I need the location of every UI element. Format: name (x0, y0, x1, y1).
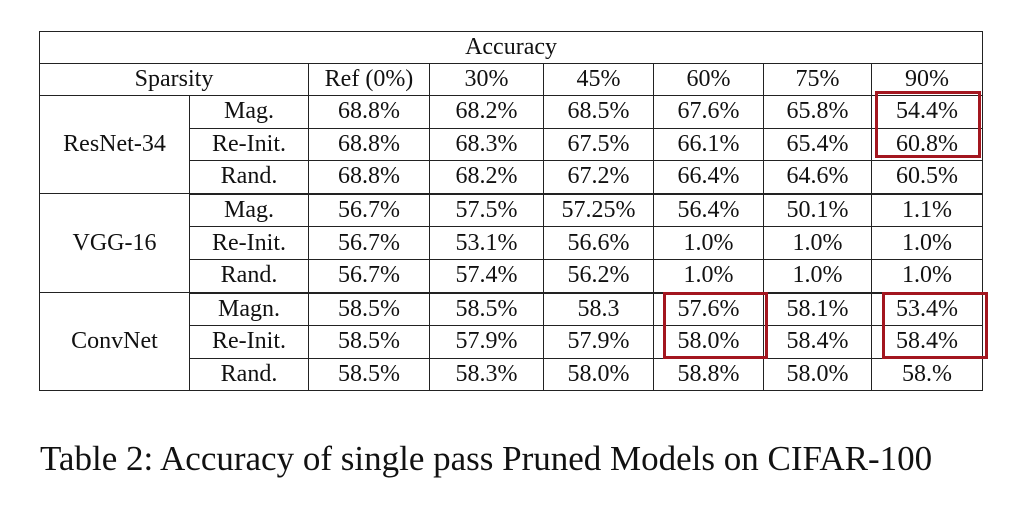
table-cell: 1.0% (870, 226, 984, 260)
table-cell: 58.4% (870, 325, 984, 359)
table-cell: 68.8% (308, 127, 430, 162)
column-header: Ref (0%) (308, 63, 430, 96)
table-cell: 58.5% (429, 292, 544, 327)
column-header: 30% (429, 63, 544, 96)
table-cell: 1.0% (763, 226, 872, 260)
table-cell: 58.5% (308, 292, 430, 327)
table-cell: 58.4% (763, 325, 872, 359)
table-cell: 1.0% (763, 258, 872, 294)
table-cell: 58.0% (543, 357, 654, 392)
table-cell: 56.6% (543, 226, 654, 260)
table-cell: 57.25% (543, 193, 654, 228)
column-header: 45% (543, 63, 654, 96)
method-name: Re-Init. (189, 127, 309, 162)
column-header: 60% (653, 63, 764, 96)
model-name: VGG-16 (39, 193, 190, 294)
table-cell: 60.5% (870, 160, 984, 195)
table-cell: 58.5% (308, 325, 430, 359)
table-cell: 1.0% (870, 258, 984, 294)
table-cell: 58.0% (653, 325, 764, 359)
table-cell: 58.1% (763, 292, 872, 327)
table-cell: 53.1% (429, 226, 544, 260)
table-cell: 68.2% (429, 160, 544, 195)
model-name: ConvNet (39, 292, 190, 392)
table-cell: 58.3% (429, 357, 544, 392)
table-cell: 54.4% (870, 95, 984, 129)
table-cell: 56.2% (543, 258, 654, 294)
method-name: Mag. (189, 193, 309, 228)
table-cell: 68.3% (429, 127, 544, 162)
table-cell: 57.4% (429, 258, 544, 294)
table-cell: 65.4% (763, 127, 872, 162)
table-cell: 53.4% (870, 292, 984, 327)
table-cell: 56.7% (308, 193, 430, 228)
table-cell: 57.9% (543, 325, 654, 359)
table-cell: 68.8% (308, 160, 430, 195)
table-cell: 56.4% (653, 193, 764, 228)
table-title: Accuracy (38, 31, 984, 64)
table-cell: 58.0% (763, 357, 872, 392)
table-cell: 65.8% (763, 95, 872, 129)
table-cell: 68.8% (308, 95, 430, 129)
table-row: VGG-16 Mag. 56.7% 57.5% 57.25% 56.4% 50.… (39, 193, 984, 294)
table-caption: Table 2: Accuracy of single pass Pruned … (40, 439, 933, 478)
accuracy-table: Accuracy Sparsity Ref (0%) 30% 45% 60% 7… (38, 31, 984, 392)
table-row: ResNet-34 Mag. 68.8% 68.2% 68.5% 67.6% 6… (39, 94, 984, 195)
method-name: Rand. (189, 258, 309, 294)
table-cell: 1.1% (870, 193, 984, 228)
sparsity-label: Sparsity (39, 63, 309, 96)
table-cell: 66.1% (653, 127, 764, 162)
table-cell: 67.6% (653, 95, 764, 129)
table-cell: 58.5% (308, 357, 430, 392)
table-row: Rand. 68.8% 68.2% 67.2% 66.4% 64.6% 60.5… (40, 160, 984, 195)
table-row: Re-Init. 56.7% 53.1% 56.6% 1.0% 1.0% 1.0… (40, 226, 984, 260)
table-cell: 67.2% (543, 160, 654, 195)
table-row: Rand. 56.7% 57.4% 56.2% 1.0% 1.0% 1.0% (40, 258, 984, 294)
table-cell: 56.7% (308, 226, 430, 260)
table-cell: 50.1% (763, 193, 872, 228)
method-name: Mag. (189, 95, 309, 129)
table-cell: 57.9% (429, 325, 544, 359)
table-cell: 57.5% (429, 193, 544, 228)
table-cell: 1.0% (653, 226, 764, 260)
table-cell: 57.6% (653, 292, 764, 327)
table-cell: 56.7% (308, 258, 430, 294)
column-header: 90% (870, 63, 984, 96)
table-cell: 67.5% (543, 127, 654, 162)
table-cell: 60.8% (870, 127, 984, 162)
model-name: ResNet-34 (39, 94, 190, 195)
table-row: ConvNet Magn. 58.5% 58.5% 58.3 57.6% 58.… (39, 292, 984, 392)
table-cell: 66.4% (653, 160, 764, 195)
method-name: Re-Init. (189, 325, 309, 359)
table-cell: 68.2% (429, 95, 544, 129)
table-cell: 58.% (870, 357, 984, 392)
column-header: 75% (763, 63, 872, 96)
method-name: Magn. (189, 292, 309, 327)
table-cell: 58.3 (543, 292, 654, 327)
method-name: Rand. (189, 160, 309, 195)
method-name: Rand. (189, 357, 309, 392)
table-cell: 64.6% (763, 160, 872, 195)
table-cell: 58.8% (653, 357, 764, 392)
table-cell: 1.0% (653, 258, 764, 294)
method-name: Re-Init. (189, 226, 309, 260)
table-cell: 68.5% (543, 95, 654, 129)
table-row: Rand. 58.5% 58.3% 58.0% 58.8% 58.0% 58.% (40, 357, 984, 392)
